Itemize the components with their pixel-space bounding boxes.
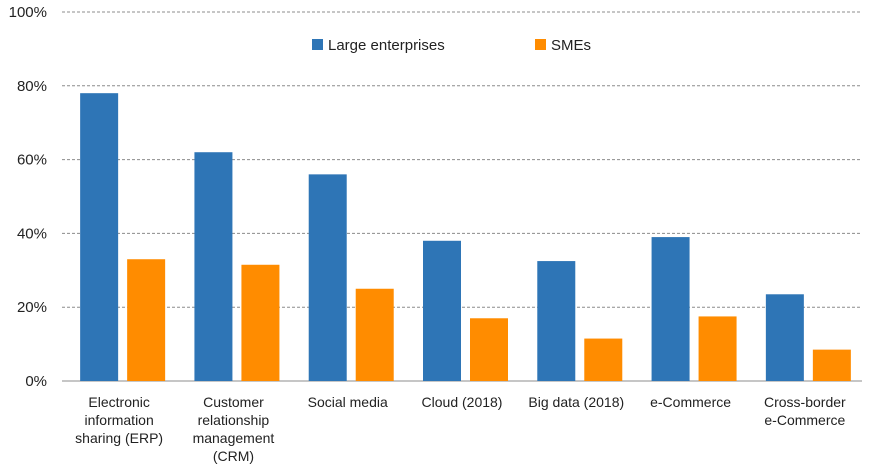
x-category-label: relationship [198,412,270,428]
bar-smes [812,349,851,381]
y-tick-label: 0% [25,373,47,390]
bar-large-enterprises [651,237,690,381]
y-axis-ticks: 0% 20% 40% 60% 80% 100% [9,4,47,390]
bar-smes [470,318,508,381]
x-category-label: Customer [203,394,264,410]
bar-smes [584,338,623,381]
x-category-label: (CRM) [213,448,254,464]
bar-smes [355,288,394,381]
bar-large-enterprises [423,240,461,381]
y-tick-label: 40% [17,225,47,242]
x-category-label: Electronic [88,394,149,410]
x-category-label: information [85,412,154,428]
legend-swatch [535,39,546,50]
bars [80,93,851,382]
bar-smes [127,259,166,381]
x-category-label: sharing (ERP) [75,430,163,446]
x-axis-labels: Electronic information sharing (ERP) Custom… [75,394,846,464]
x-category-label: e-Commerce [650,394,731,410]
legend-label: SMEs [551,37,591,54]
bar-smes [698,316,737,381]
x-category-label: Cloud (2018) [422,394,503,410]
y-tick-label: 100% [9,4,47,21]
bar-large-enterprises [537,261,576,381]
legend-swatch [312,39,323,50]
y-tick-label: 60% [17,152,47,169]
x-category-label: Big data (2018) [528,394,624,410]
bar-large-enterprises [308,174,347,381]
y-tick-label: 20% [17,299,47,316]
bar-large-enterprises [80,93,119,382]
x-category-label: Cross-border [764,394,846,410]
bar-large-enterprises [765,294,804,381]
gridlines [62,11,862,382]
legend-label: Large enterprises [328,37,445,54]
bar-smes [241,264,280,381]
legend: Large enterprises SMEs [312,37,591,54]
x-category-label: Social media [308,394,388,410]
x-category-label: e-Commerce [764,412,845,428]
bar-large-enterprises [194,152,233,381]
x-category-label: management [193,430,275,446]
y-tick-label: 80% [17,78,47,95]
